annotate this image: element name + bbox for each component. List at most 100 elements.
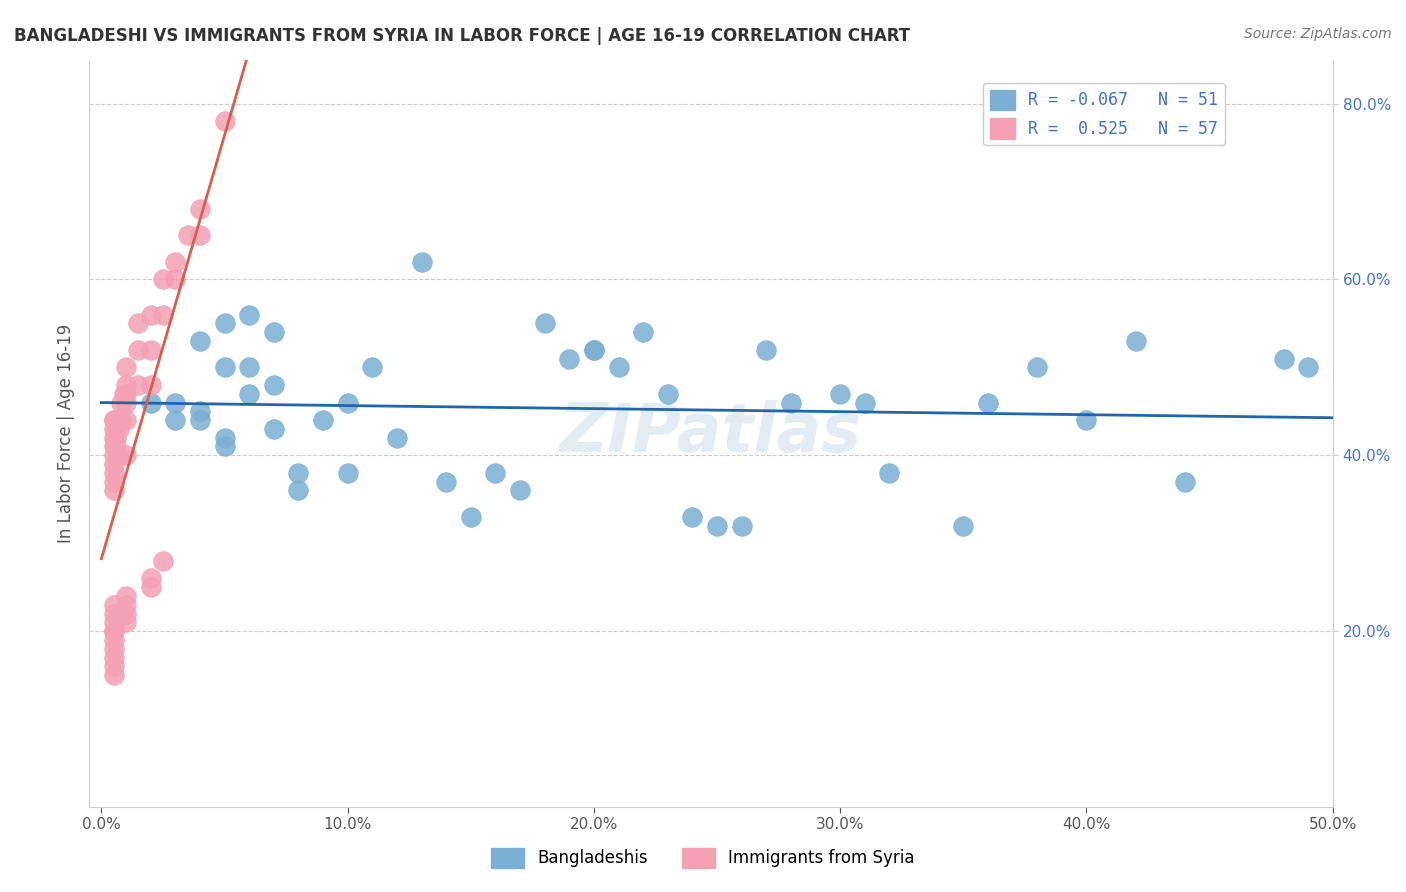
Point [1296,360,1319,375]
Point [460,509,482,524]
Point [139,580,162,594]
Point [103,422,125,436]
Point [105,440,128,454]
Text: Source: ZipAtlas.com: Source: ZipAtlas.com [1244,27,1392,41]
Point [112,386,135,401]
Point [238,308,260,322]
Point [139,395,162,409]
Point [115,378,138,392]
Point [263,378,285,392]
Point [103,483,125,498]
Point [127,317,149,331]
Point [107,413,129,427]
Point [361,360,384,375]
Point [139,571,162,585]
Point [115,589,138,603]
Point [607,360,630,375]
Point [110,413,132,427]
Point [103,598,125,612]
Point [336,395,359,409]
Point [385,431,408,445]
Point [287,483,309,498]
Point [582,343,605,357]
Point [509,483,531,498]
Point [103,440,125,454]
Point [165,272,187,286]
Point [188,413,211,427]
Point [103,641,125,656]
Point [103,632,125,647]
Point [263,422,285,436]
Point [1272,351,1295,366]
Point [631,325,654,339]
Legend: R = -0.067   N = 51, R =  0.525   N = 57: R = -0.067 N = 51, R = 0.525 N = 57 [983,83,1225,145]
Point [176,228,198,243]
Point [188,202,211,216]
Point [214,431,236,445]
Point [434,475,457,489]
Point [105,422,128,436]
Point [103,448,125,462]
Point [115,448,138,462]
Point [238,386,260,401]
Point [1076,413,1098,427]
Point [830,386,852,401]
Point [165,255,187,269]
Point [115,360,138,375]
Point [853,395,876,409]
Point [152,272,174,286]
Point [115,413,138,427]
Point [165,413,187,427]
Point [188,334,211,348]
Point [411,255,433,269]
Point [657,386,679,401]
Point [214,317,236,331]
Point [484,466,506,480]
Text: ZIPatlas: ZIPatlas [560,401,862,467]
Y-axis label: In Labor Force | Age 16-19: In Labor Force | Age 16-19 [58,324,75,543]
Point [103,466,125,480]
Point [110,395,132,409]
Point [582,343,605,357]
Point [107,422,129,436]
Point [127,343,149,357]
Point [879,466,901,480]
Point [952,518,974,533]
Point [127,378,149,392]
Point [287,466,309,480]
Point [105,413,128,427]
Point [103,650,125,665]
Point [103,624,125,639]
Point [139,378,162,392]
Point [103,659,125,673]
Point [139,308,162,322]
Point [103,413,125,427]
Point [1174,475,1197,489]
Point [706,518,728,533]
Point [115,607,138,621]
Point [312,413,335,427]
Point [780,395,803,409]
Point [103,475,125,489]
Point [115,615,138,630]
Text: BANGLADESHI VS IMMIGRANTS FROM SYRIA IN LABOR FORCE | AGE 16-19 CORRELATION CHAR: BANGLADESHI VS IMMIGRANTS FROM SYRIA IN … [14,27,910,45]
Point [238,360,260,375]
Point [263,325,285,339]
Point [152,308,174,322]
Point [977,395,1000,409]
Point [115,395,138,409]
Point [1026,360,1049,375]
Point [558,351,581,366]
Point [755,343,778,357]
Point [214,360,236,375]
Point [103,457,125,471]
Point [103,431,125,445]
Point [115,386,138,401]
Point [188,404,211,418]
Point [103,615,125,630]
Point [139,343,162,357]
Point [103,624,125,639]
Legend: Bangladeshis, Immigrants from Syria: Bangladeshis, Immigrants from Syria [485,841,921,875]
Point [115,598,138,612]
Point [165,395,187,409]
